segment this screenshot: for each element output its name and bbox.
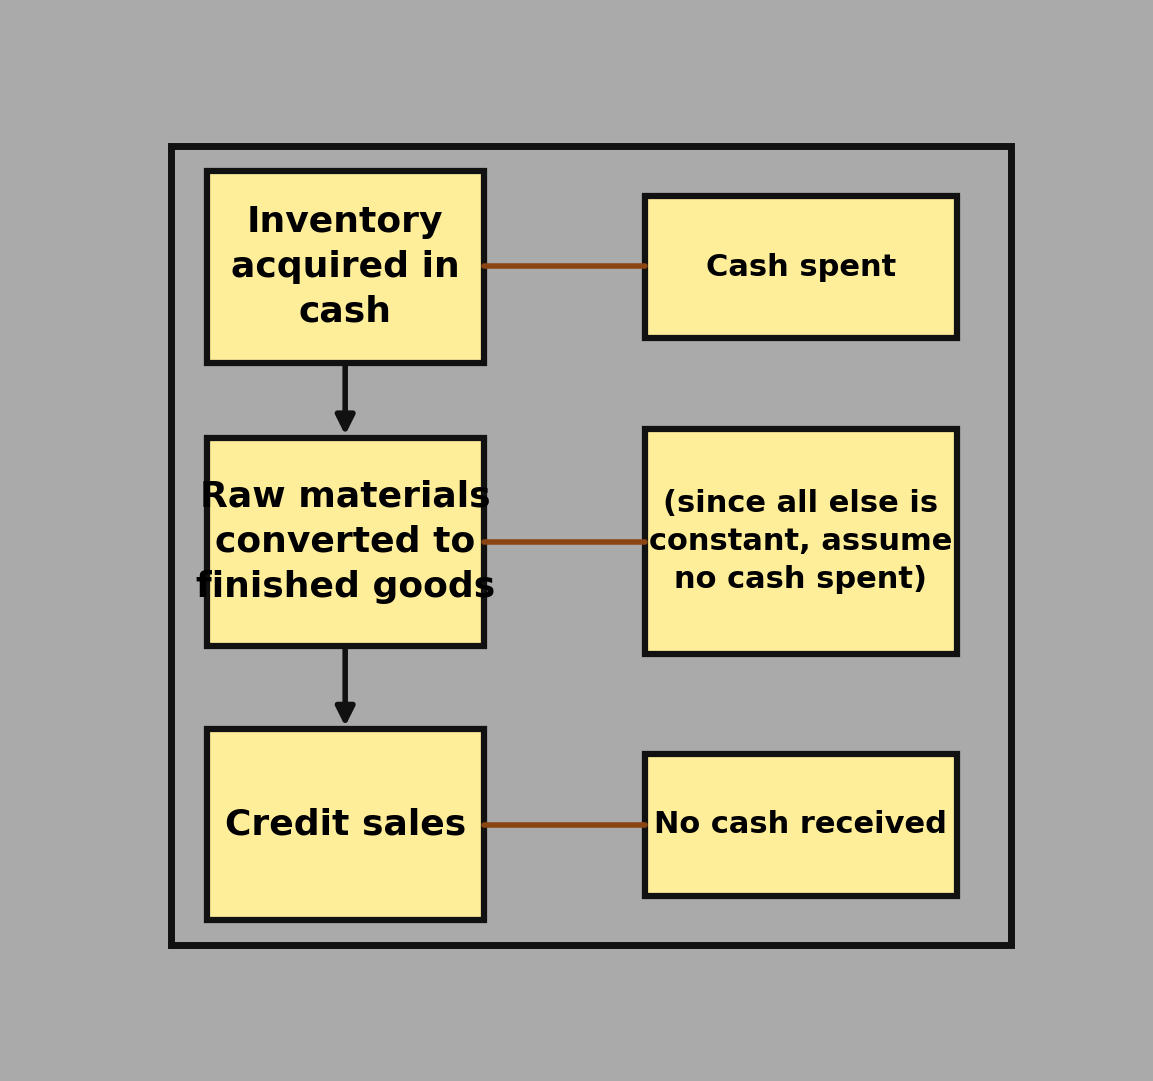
Text: Cash spent: Cash spent bbox=[706, 253, 896, 281]
Text: Raw materials
converted to
finished goods: Raw materials converted to finished good… bbox=[196, 480, 495, 603]
Bar bbox=[206, 438, 484, 645]
Bar bbox=[645, 755, 957, 895]
Bar bbox=[206, 729, 484, 921]
Text: (since all else is
constant, assume
no cash spent): (since all else is constant, assume no c… bbox=[649, 489, 952, 595]
Text: Credit sales: Credit sales bbox=[225, 808, 466, 842]
Text: No cash received: No cash received bbox=[655, 811, 948, 839]
Text: Inventory
acquired in
cash: Inventory acquired in cash bbox=[231, 205, 460, 329]
Bar bbox=[206, 171, 484, 363]
Bar bbox=[645, 197, 957, 337]
Bar bbox=[645, 429, 957, 654]
